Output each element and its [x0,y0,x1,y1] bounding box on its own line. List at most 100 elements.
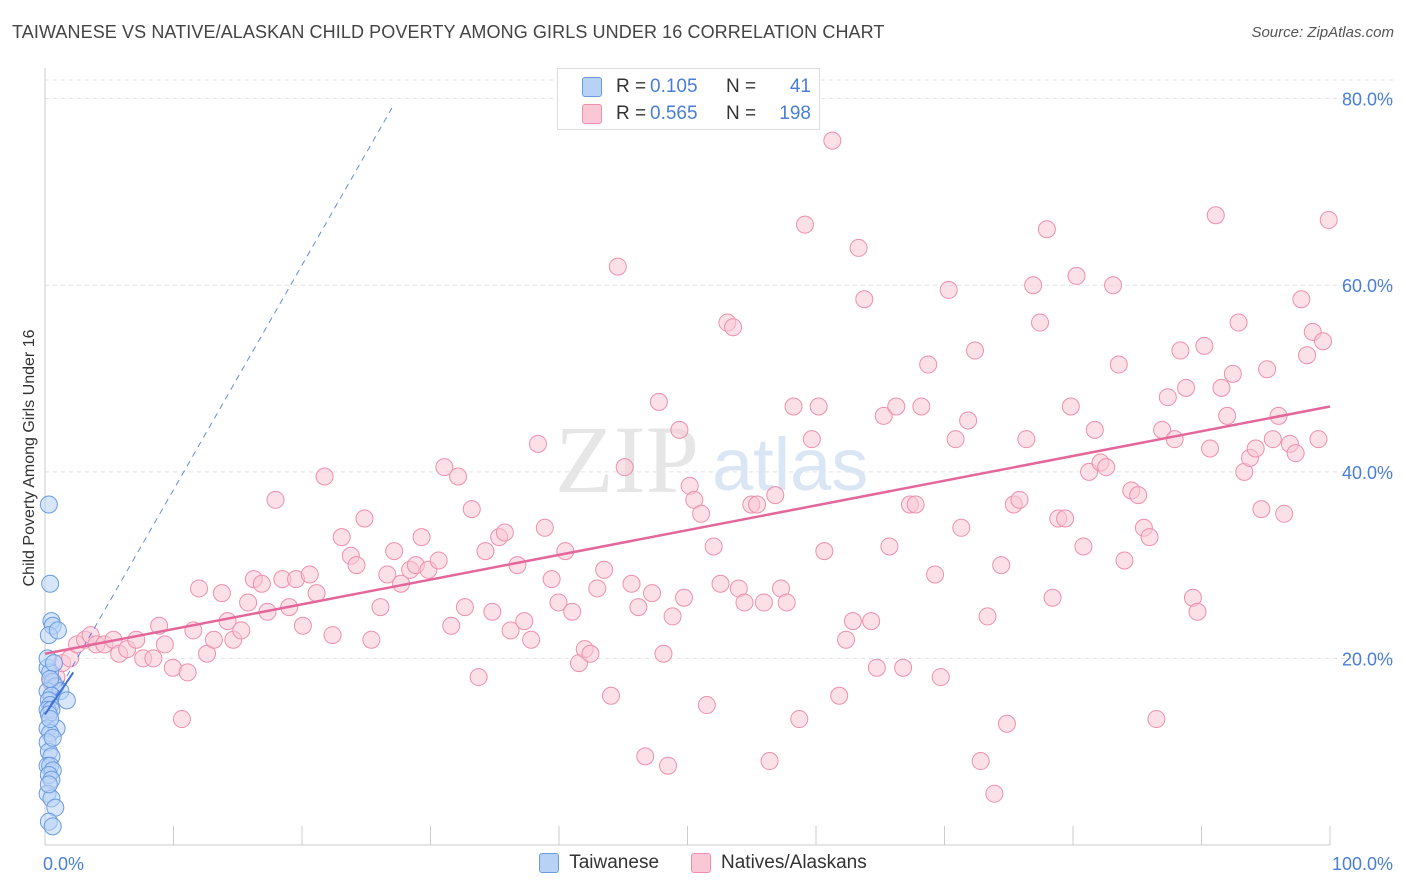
data-point-natives [643,584,662,603]
data-point-natives [1309,430,1328,449]
data-point-taiwanese [41,669,60,688]
data-point-natives [1074,537,1093,556]
data-point-natives [469,668,488,687]
data-point-natives [307,584,326,603]
data-point-natives [735,593,754,612]
data-point-natives [155,635,174,654]
data-point-natives [795,215,814,234]
data-point-natives [978,607,997,626]
data-point-natives [1252,500,1271,519]
data-point-natives [293,616,312,635]
data-point-natives [704,537,723,556]
data-point-taiwanese [41,710,60,729]
bottom-legend-label: Taiwanese [569,852,660,873]
data-point-natives [1229,313,1248,332]
data-point-natives [495,523,514,542]
data-point-natives [766,486,785,505]
data-point-natives [692,504,711,523]
legend-row-natives: R = 0.565 N = 198 [558,102,811,126]
data-point-natives [535,518,554,537]
data-point-natives [476,542,495,561]
data-point-natives [926,565,945,584]
data-point-natives [906,495,925,514]
data-point-natives [697,696,716,715]
data-point-natives [622,574,641,593]
data-point-taiwanese [48,621,67,640]
data-point-natives [1275,504,1294,523]
data-point-natives [711,574,730,593]
data-point-taiwanese [39,495,58,514]
data-point-natives [581,644,600,663]
watermark: ZIP atlas [555,406,868,513]
bottom-legend-natives[interactable]: Natives/Alaskans [691,852,867,874]
data-point-natives [1109,355,1128,374]
data-point-natives [608,257,627,276]
trend-line-taiwanese [44,671,75,715]
data-point-natives [654,644,673,663]
data-point-natives [837,630,856,649]
bottom-legend-label: Natives/Alaskans [721,852,867,873]
data-point-natives [670,420,689,439]
data-point-natives [442,616,461,635]
data-point-natives [880,537,899,556]
series-taiwanese [38,495,76,836]
data-point-natives [1218,406,1237,425]
data-point-natives [1298,346,1317,365]
data-point-natives [939,280,958,299]
data-point-natives [595,560,614,579]
data-point-natives [1104,276,1123,295]
data-point-natives [855,290,874,309]
data-point-natives [378,565,397,584]
data-point-taiwanese [41,574,60,593]
legend-r-value: 0.105 [650,76,698,97]
data-point-natives [843,612,862,631]
data-point-natives [1206,206,1225,225]
data-point-natives [323,626,342,645]
tick-labels: 20.0% 40.0% 60.0% 80.0% 0.0% 100.0% [43,90,1393,874]
gridlines [45,79,1395,659]
data-point-natives [971,752,990,771]
data-point-natives [501,621,520,640]
data-point-natives [563,602,582,621]
data-point-natives [449,467,468,486]
data-point-natives [636,747,655,766]
data-point-natives [355,509,374,528]
data-point-natives [1129,486,1148,505]
data-point-natives [1085,420,1104,439]
legend-n-value: 41 [789,76,811,97]
data-point-natives [946,430,965,449]
data-point-natives [588,579,607,598]
data-point-natives [777,593,796,612]
data-point-natives [823,131,842,150]
data-point-natives [815,542,834,561]
data-point-natives [1140,528,1159,547]
data-point-natives [649,392,668,411]
data-point-natives [1031,313,1050,332]
data-point-natives [629,598,648,617]
data-point-natives [1115,551,1134,570]
x-tick-label: 0.0% [43,854,84,874]
data-point-natives [1165,430,1184,449]
data-point-natives [1195,336,1214,355]
bottom-legend-taiwanese[interactable]: Taiwanese [539,852,659,874]
stats-legend: R = 0.105 N = 41 R = 0.565 N = 198 [557,68,820,130]
data-point-natives [542,570,561,589]
y-tick-label: 60.0% [1342,276,1393,296]
data-point-natives [385,542,404,561]
legend-row-taiwanese: R = 0.105 N = 41 [558,75,811,99]
bottom-legend-swatch-taiwanese [539,853,560,873]
data-point-natives [919,355,938,374]
legend-r-label: R = [616,76,647,97]
y-tick-label: 80.0% [1342,90,1393,110]
data-point-natives [172,710,191,729]
data-point-natives [347,556,366,575]
data-point-taiwanese [44,654,63,673]
legend-swatch-taiwanese [582,77,602,97]
data-point-natives [1292,290,1311,309]
chart-title: TAIWANESE VS NATIVE/ALASKAN CHILD POVERT… [12,22,885,42]
data-point-natives [204,630,223,649]
data-point-natives [1097,458,1116,477]
data-point-natives [675,588,694,607]
data-point-natives [1017,430,1036,449]
data-point-natives [615,458,634,477]
